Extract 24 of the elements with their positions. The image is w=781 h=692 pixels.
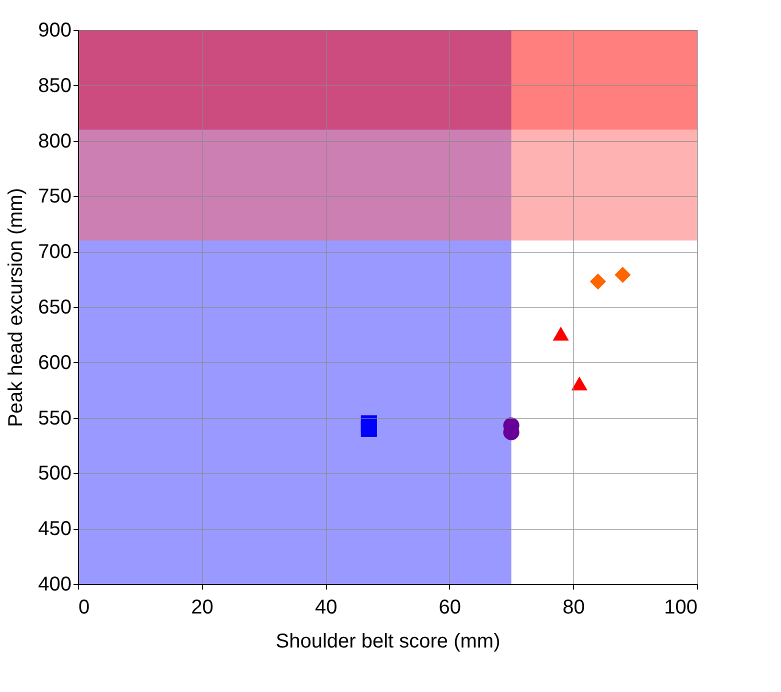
- y-tick-label: 550: [38, 407, 72, 430]
- y-tick-label: 900: [38, 20, 72, 42]
- x-tick-label: 80: [562, 596, 585, 618]
- y-tick-label: 750: [38, 186, 72, 208]
- y-tick-label: 400: [38, 574, 72, 596]
- point: [552, 326, 569, 341]
- y-tick-label: 800: [38, 130, 72, 152]
- y-tick-label: 500: [38, 462, 72, 485]
- y-tick-label: 650: [38, 296, 72, 318]
- x-tick-label: 60: [438, 596, 462, 618]
- point: [571, 376, 588, 390]
- point: [590, 273, 606, 290]
- y-tick-label: 850: [38, 74, 72, 97]
- x-tick-label: 40: [314, 596, 338, 618]
- y-tick-label: 450: [38, 518, 72, 540]
- x-tick-label: 0: [78, 596, 90, 618]
- y-tick-label: 700: [38, 241, 72, 264]
- x-tick-label: 100: [664, 596, 698, 618]
- y-tick-label: 600: [38, 352, 72, 374]
- y-axis-title: Peak head excursion (mm): [5, 188, 28, 427]
- x-axis-title: Shoulder belt score (mm): [276, 630, 500, 652]
- point: [360, 415, 377, 432]
- x-tick-label: 20: [191, 596, 214, 618]
- point: [614, 266, 631, 283]
